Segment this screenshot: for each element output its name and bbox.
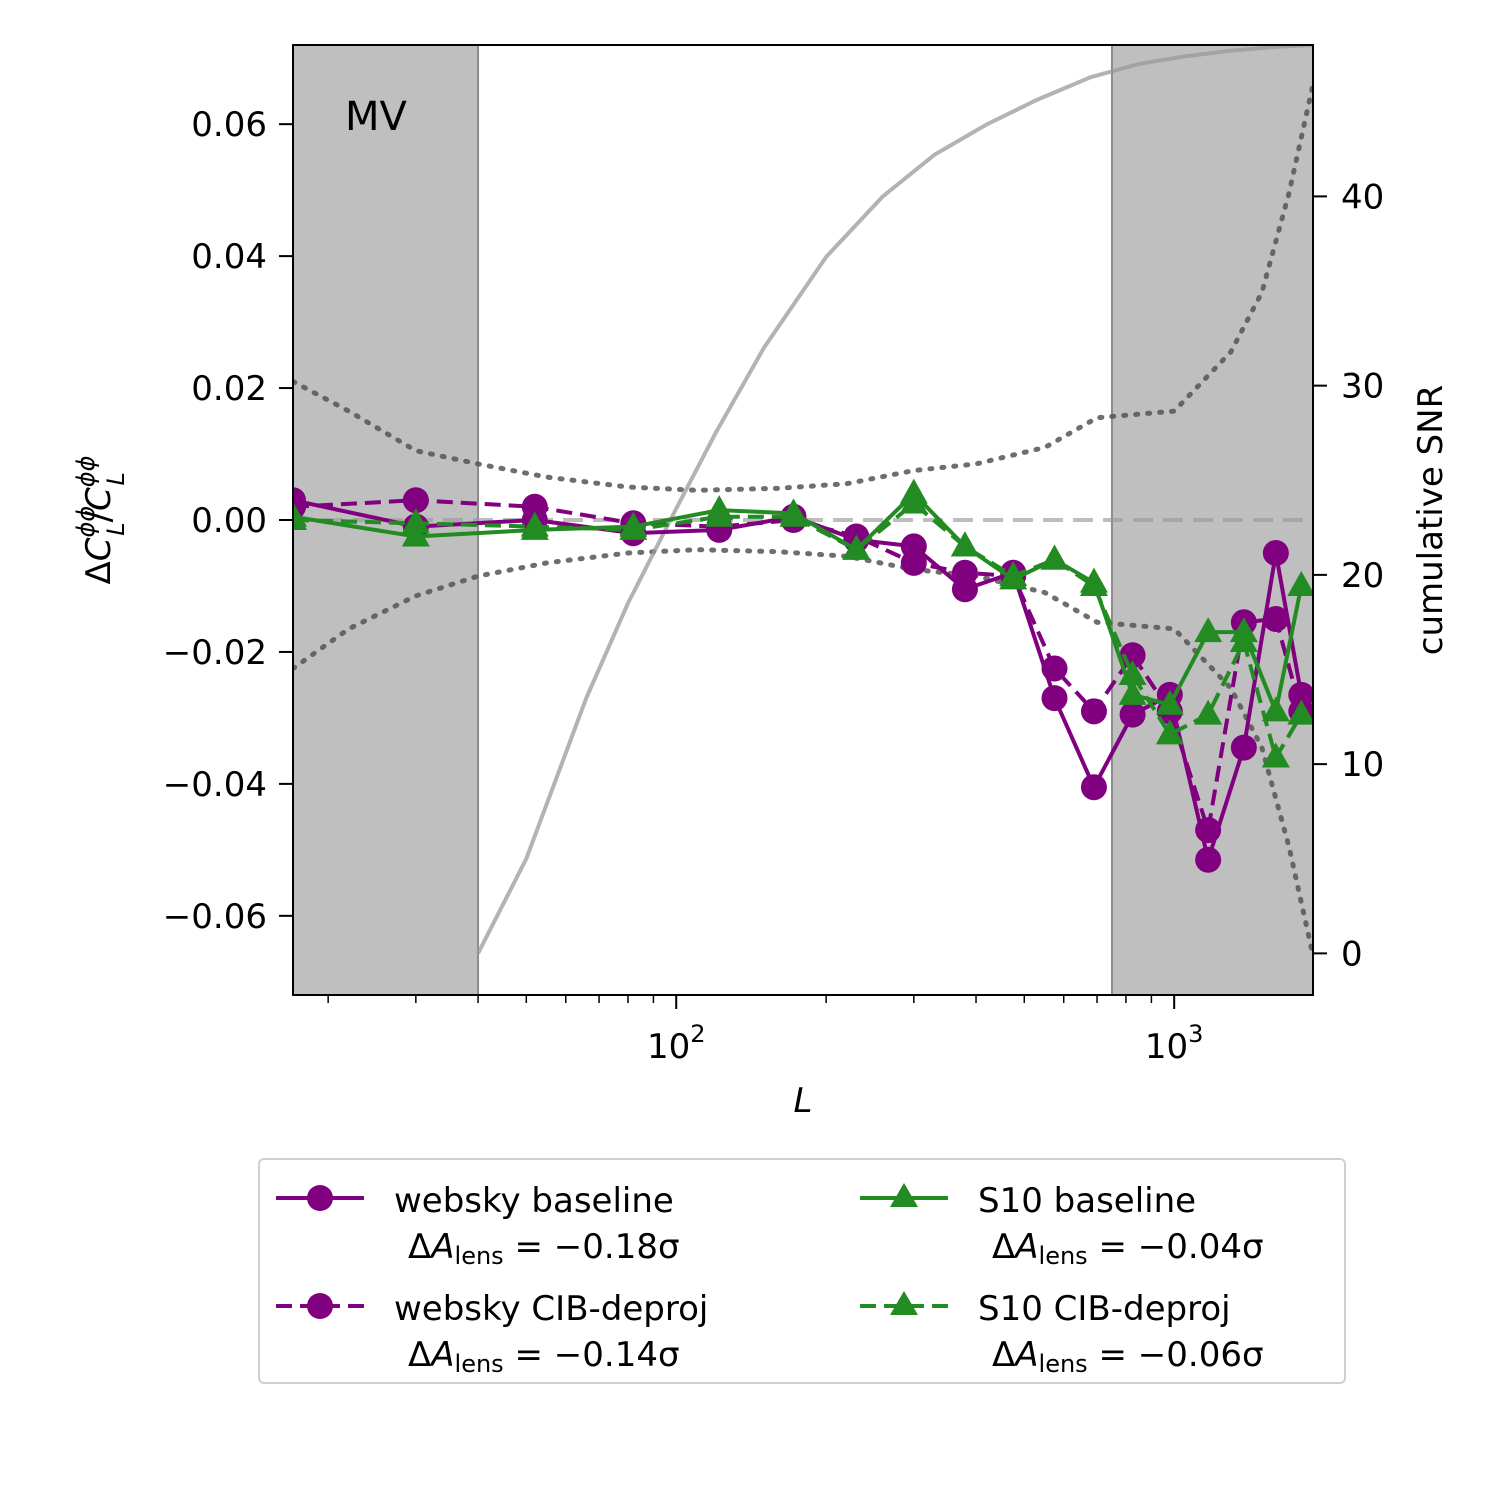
series-3-point-15 — [1229, 627, 1258, 653]
legend-delta-websky-baseline: ΔAlens = −0.18σ — [408, 1227, 680, 1270]
y-tick-label-5: −0.04 — [163, 765, 267, 805]
series-0-point-15 — [1230, 734, 1257, 761]
legend-marker-websky-cib-deproj — [276, 1293, 364, 1319]
series-1-point-2 — [521, 493, 548, 520]
chart: 102 103 0.06 0.04 0.02 0.00 −0.02 −0.04 −0.06 4… — [72, 44, 1451, 1121]
series-3-point-12 — [1118, 660, 1147, 686]
series-2-point-1 — [401, 521, 430, 547]
series-3-point-2 — [520, 511, 549, 537]
x-tick-label-0: 102 — [647, 1020, 706, 1067]
cumulative-snr-line — [476, 45, 1313, 955]
series-3-point-10 — [1040, 544, 1069, 570]
y2-tick-label-0: 40 — [1341, 177, 1384, 217]
series-3-point-1 — [401, 508, 430, 534]
series-0-point-11 — [1080, 774, 1107, 801]
y-axis-ticks: 0.06 0.04 0.02 0.00 −0.02 −0.04 −0.06 — [163, 105, 293, 937]
series-1-point-7 — [900, 549, 927, 576]
series-3-point-17 — [1287, 699, 1313, 725]
data-series — [293, 478, 1313, 873]
series-0-point-12 — [1119, 701, 1146, 728]
series-3-point-16 — [1261, 742, 1290, 768]
series-3 — [293, 488, 1313, 768]
y2-tick-label-4: 0 — [1341, 934, 1363, 974]
series-3-point-14 — [1194, 699, 1223, 725]
legend: websky baseline ΔAlens = −0.18σ websky C… — [258, 1158, 1346, 1384]
legend-delta-s10-cib-deproj: ΔAlens = −0.06σ — [992, 1335, 1264, 1378]
series-3-point-5 — [779, 501, 808, 527]
series-3-point-9 — [999, 561, 1028, 587]
y-tick-label-0: 0.06 — [191, 105, 267, 145]
legend-marker-websky-baseline — [276, 1185, 364, 1211]
series-0-point-16 — [1262, 539, 1289, 566]
series-2-point-14 — [1194, 617, 1223, 643]
x-axis-ticks: 102 103 — [327, 995, 1204, 1067]
series-1-point-11 — [1080, 698, 1107, 725]
y-tick-label-6: −0.06 — [163, 897, 267, 937]
legend-marker-s10-baseline — [860, 1183, 948, 1207]
y-tick-label-1: 0.04 — [191, 237, 267, 277]
cumulative-snr-curve — [476, 45, 1313, 955]
legend-marker-s10-cib-deproj — [860, 1291, 948, 1315]
series-0-point-14 — [1195, 846, 1222, 873]
y-tick-label-2: 0.02 — [191, 369, 267, 409]
series-3-point-3 — [619, 514, 648, 540]
y-tick-label-3: 0.00 — [191, 501, 267, 541]
error-envelope — [293, 82, 1313, 958]
series-2-point-16 — [1261, 696, 1290, 722]
y-tick-label-4: −0.02 — [163, 633, 267, 673]
series-3-point-4 — [705, 501, 734, 527]
series-3-point-13 — [1155, 719, 1184, 745]
legend-label-s10-cib-deproj: S10 CIB-deproj — [978, 1289, 1231, 1329]
legend-label-s10-baseline: S10 baseline — [978, 1181, 1197, 1221]
legend-delta-s10-baseline: ΔAlens = −0.04σ — [992, 1227, 1264, 1270]
y2-axis-label: cumulative SNR — [1411, 385, 1451, 655]
series-2-point-12 — [1118, 679, 1147, 705]
legend-label-websky-cib-deproj: websky CIB-deproj — [394, 1289, 709, 1329]
series-1-point-14 — [1195, 817, 1222, 844]
series-2-point-13 — [1155, 689, 1184, 715]
x-axis-label: L — [794, 1081, 813, 1121]
series-1-point-1 — [402, 487, 429, 514]
y2-tick-label-1: 30 — [1341, 367, 1384, 407]
series-1-point-8 — [951, 559, 978, 586]
series-3-line — [293, 500, 1304, 763]
error-envelope-lower — [293, 547, 1313, 958]
y2-tick-label-3: 10 — [1341, 745, 1384, 785]
plot-area — [293, 45, 1313, 958]
series-2-point-17 — [1287, 570, 1313, 596]
series-3-point-7 — [899, 488, 928, 514]
x-tick-label-1: 103 — [1145, 1020, 1204, 1067]
series-3-point-0 — [293, 505, 307, 530]
series-3-point-11 — [1079, 570, 1108, 596]
legend-label-websky-baseline: websky baseline — [394, 1181, 674, 1221]
series-1-line — [293, 498, 1304, 831]
error-envelope-upper — [293, 82, 1313, 493]
series-3-point-6 — [842, 534, 871, 560]
y2-tick-label-2: 20 — [1341, 556, 1384, 596]
series-0-point-10 — [1041, 685, 1068, 712]
y2-axis-ticks: 40 30 20 10 0 — [1313, 177, 1384, 974]
y-axis-label: ΔCϕϕL/CϕϕL — [72, 455, 130, 584]
series-3-point-8 — [950, 531, 979, 557]
legend-delta-websky-cib-deproj: ΔAlens = −0.14σ — [408, 1335, 680, 1378]
series-1-point-10 — [1041, 655, 1068, 682]
panel-annotation: MV — [345, 94, 408, 140]
series-1-point-16 — [1262, 605, 1289, 632]
